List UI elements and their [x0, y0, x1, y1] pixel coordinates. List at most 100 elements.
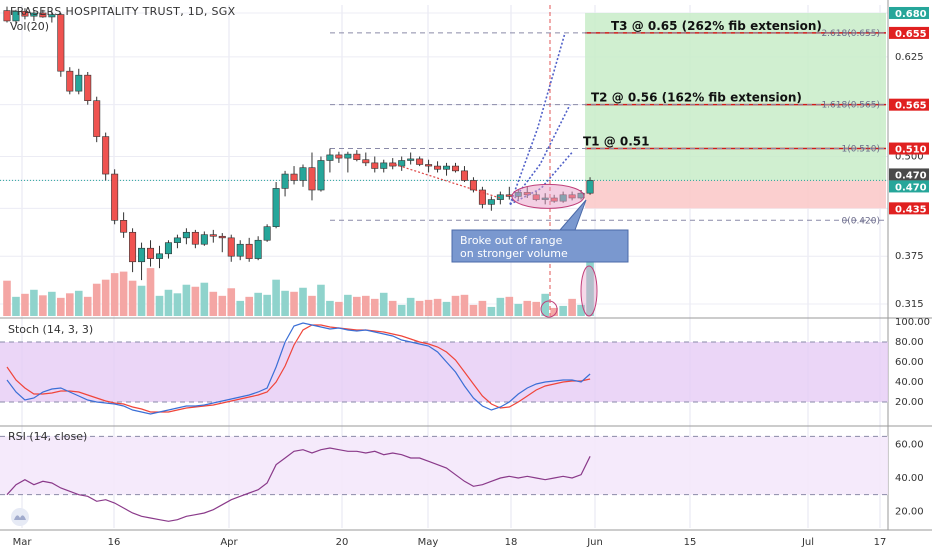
- volume-bar: [326, 300, 334, 316]
- volume-bar: [92, 283, 101, 316]
- candle-body: [380, 162, 388, 169]
- candle-body: [164, 242, 172, 255]
- volume-bar: [335, 301, 343, 316]
- stoch-tick-label: 100.00: [895, 317, 930, 328]
- price-level-label: 0.470: [895, 170, 927, 181]
- volume-bar: [442, 301, 451, 316]
- volume-bar: [12, 296, 20, 316]
- stoch-tick-label: 60.00: [895, 357, 924, 368]
- fib-label: 2.618(0.655): [821, 29, 880, 39]
- volume-bar: [308, 295, 316, 316]
- stoch-tick-label: 20.00: [895, 397, 924, 408]
- candle-body: [209, 234, 217, 237]
- candle-body: [147, 247, 155, 259]
- candle-body: [496, 194, 504, 200]
- price-level-tag: [889, 98, 929, 111]
- candle-body: [425, 164, 433, 167]
- annotation-text: Broke out of range: [460, 234, 563, 247]
- volume-bar: [362, 295, 370, 316]
- volume-bar: [379, 292, 388, 316]
- volume-bar: [460, 294, 469, 316]
- fib-label: 1.618(0.565): [821, 101, 880, 111]
- candle-body: [30, 12, 38, 17]
- volume-bar: [218, 295, 227, 316]
- candle-body: [469, 180, 477, 191]
- volume-bar: [254, 292, 262, 316]
- stoch-pane: [0, 322, 888, 415]
- candle-body: [75, 74, 83, 92]
- volume-bar: [344, 294, 352, 316]
- volume-bar: [110, 273, 119, 316]
- watermark-icon-glyph: [14, 515, 26, 520]
- event-circle: [540, 300, 558, 318]
- candle-body: [138, 247, 146, 263]
- candle-body: [57, 14, 65, 72]
- annotations: T3 @ 0.65 (262% fib extension) T2 @ 0.56 …: [11, 19, 822, 526]
- candle-body: [218, 235, 226, 239]
- candle-body: [443, 165, 451, 170]
- candle-body: [398, 160, 406, 167]
- candle-body: [344, 153, 352, 159]
- candle-body: [460, 170, 468, 181]
- volume-bar: [74, 290, 83, 316]
- volume-bar: [505, 296, 514, 316]
- candle-body: [371, 162, 379, 169]
- x-tick-label: Jun: [586, 537, 603, 548]
- volume-bar: [83, 296, 92, 316]
- volume-bar: [550, 307, 558, 316]
- price-level-tag: [889, 168, 929, 181]
- volume-bar: [577, 304, 585, 316]
- rsi-tick-label: 60.00: [895, 440, 924, 451]
- candle-body: [487, 199, 495, 205]
- volume-bar: [433, 298, 442, 316]
- rsi-band: [0, 436, 888, 495]
- volume-bar: [424, 299, 433, 316]
- x-tick-label: 18: [505, 537, 518, 548]
- target-label: T2 @ 0.56 (162% fib extension): [591, 91, 802, 105]
- projection-paths: [394, 32, 598, 318]
- candle-body: [3, 10, 11, 22]
- volume-bar: [406, 297, 415, 316]
- stoch-d-line: [6, 324, 591, 413]
- volume-bar: [370, 298, 379, 316]
- candle-body: [48, 14, 56, 18]
- candle-body: [434, 165, 442, 170]
- volume-bar: [191, 286, 200, 316]
- candle-body: [451, 165, 459, 172]
- candle-body: [173, 237, 181, 243]
- rsi-pane: [0, 435, 888, 522]
- volume-bar: [469, 304, 478, 316]
- target-zone: [585, 12, 886, 181]
- x-tick-label: Mar: [13, 537, 33, 548]
- candle-body: [39, 12, 47, 18]
- candle-body: [317, 160, 325, 191]
- candle-body: [182, 231, 190, 239]
- volume-bar: [128, 280, 137, 316]
- price-level-label: 0.565: [895, 101, 927, 112]
- volume-bar: [532, 301, 541, 316]
- volume-bar: [496, 297, 505, 316]
- candle-body: [362, 159, 370, 164]
- candle-body: [111, 173, 119, 221]
- projection-path: [509, 32, 566, 205]
- annotation-text: on stronger volume: [460, 247, 568, 260]
- x-tick-label: 16: [108, 537, 121, 548]
- volume-bar: [57, 297, 65, 316]
- volume-bar: [586, 260, 594, 316]
- candle-body: [478, 189, 486, 205]
- volume-bar: [299, 287, 307, 316]
- chart-title: FRASERS HOSPITALITY TRUST, 1D, SGX: [10, 5, 236, 18]
- volume-bar: [65, 293, 74, 316]
- candle-body: [120, 220, 128, 233]
- volume-bar: [523, 300, 532, 316]
- volume-highlight: [580, 265, 598, 317]
- candle-body: [236, 243, 244, 257]
- stoch-label: Stoch (14, 3, 3): [8, 323, 93, 336]
- volume-bar: [451, 295, 460, 316]
- volume-bar: [164, 289, 173, 316]
- price-tick-label: 0.315: [895, 299, 924, 310]
- volume-bar: [388, 300, 397, 316]
- volume-bar: [415, 300, 424, 316]
- price-level-label: 0.470: [895, 182, 927, 193]
